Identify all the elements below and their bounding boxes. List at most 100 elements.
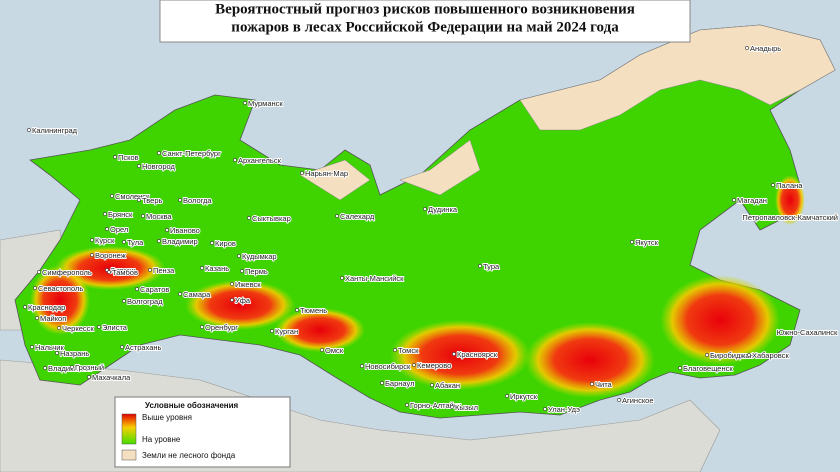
city-marker xyxy=(97,325,101,329)
city-labels: МурманскКалининградСанкт-ПетербургПсковН… xyxy=(23,43,839,415)
city-label: Якутск xyxy=(635,238,659,247)
city-label: Владимир xyxy=(162,237,198,246)
city-label: Вологда xyxy=(183,196,212,205)
city-marker xyxy=(148,268,152,272)
city-label: Магадан xyxy=(737,196,767,205)
city-marker xyxy=(90,238,94,242)
legend-swatch xyxy=(121,449,137,461)
city-label: Агинское xyxy=(622,396,654,405)
city-marker xyxy=(745,46,749,50)
city-marker xyxy=(478,264,482,268)
city-marker xyxy=(233,158,237,162)
city-marker xyxy=(137,164,141,168)
city-label: Астрахань xyxy=(125,343,162,352)
city-marker xyxy=(240,269,244,273)
city-marker xyxy=(405,403,409,407)
city-label: Курган xyxy=(275,327,298,336)
city-label: Новосибирск xyxy=(365,362,411,371)
city-marker xyxy=(320,348,324,352)
city-label: Тверь xyxy=(142,196,162,205)
city-marker xyxy=(678,366,682,370)
city-label: Москва xyxy=(146,212,172,221)
city-label: Ханты-Мансийск xyxy=(345,274,404,283)
risk-zone xyxy=(525,322,655,398)
city-label: Махачкала xyxy=(92,373,131,382)
city-marker xyxy=(705,353,709,357)
city-label: Воронеж xyxy=(95,251,126,260)
city-marker xyxy=(423,207,427,211)
city-marker xyxy=(165,228,169,232)
city-label: Сыктывкар xyxy=(252,214,291,223)
city-marker xyxy=(70,365,74,369)
city-label: Тула xyxy=(127,238,144,247)
city-label: Кемерово xyxy=(417,361,451,370)
city-label: Томск xyxy=(398,346,419,355)
city-marker xyxy=(57,326,61,330)
city-label: Палана xyxy=(776,181,803,190)
city-marker xyxy=(122,299,126,303)
city-label: Омск xyxy=(325,346,344,355)
city-label: Анадырь xyxy=(750,44,781,53)
city-marker xyxy=(178,292,182,296)
city-marker xyxy=(113,155,117,159)
city-label: Киров xyxy=(215,239,236,248)
city-label: Тура xyxy=(483,262,500,271)
legend-title: Условные обозначения xyxy=(145,401,239,410)
risk-zone xyxy=(775,175,805,225)
legend-box xyxy=(114,396,291,468)
city-marker xyxy=(295,308,299,312)
city-label: Орел xyxy=(110,225,128,234)
city-label: Пермь xyxy=(245,267,268,276)
city-label: Пенза xyxy=(153,266,175,275)
city-label: Петропавловск-Камчатский xyxy=(742,213,838,222)
city-label: Кудымкар xyxy=(242,252,277,261)
city-label: Казань xyxy=(205,264,229,273)
city-marker xyxy=(27,128,31,132)
city-label: Иваново xyxy=(170,226,200,235)
city-marker xyxy=(110,194,114,198)
city-marker xyxy=(90,253,94,257)
city-marker xyxy=(23,305,27,309)
city-label: Южно-Сахалинск xyxy=(777,328,838,337)
risk-zone xyxy=(660,275,780,365)
city-label: Барнаул xyxy=(385,379,414,388)
city-marker xyxy=(135,287,139,291)
city-marker xyxy=(793,330,797,334)
city-label: Липецк xyxy=(110,266,136,275)
city-marker xyxy=(105,227,109,231)
city-label: Краснодар xyxy=(28,303,65,312)
city-label: Черкесск xyxy=(62,324,94,333)
city-marker xyxy=(732,198,736,202)
city-marker xyxy=(247,216,251,220)
city-marker xyxy=(103,212,107,216)
city-marker xyxy=(157,151,161,155)
city-marker xyxy=(141,214,145,218)
title-line: пожаров в лесах Российской Федерации на … xyxy=(231,20,619,36)
city-marker xyxy=(120,345,124,349)
city-label: Смоленск xyxy=(115,192,150,201)
city-marker xyxy=(35,316,39,320)
city-label: Саратов xyxy=(140,285,169,294)
city-label: Благовещенск xyxy=(683,364,733,373)
city-marker xyxy=(43,366,47,370)
city-marker xyxy=(33,286,37,290)
city-label: Иркутск xyxy=(510,392,538,401)
city-marker xyxy=(412,363,416,367)
city-label: Дудинка xyxy=(428,205,458,214)
city-label: Симферополь xyxy=(42,268,92,277)
city-label: Калининград xyxy=(32,126,78,135)
city-label: Брянск xyxy=(108,210,133,219)
city-marker xyxy=(107,270,111,274)
city-marker xyxy=(393,348,397,352)
legend-gradient xyxy=(121,413,137,445)
city-marker xyxy=(178,198,182,202)
city-label: Назрань xyxy=(60,349,89,358)
city-marker xyxy=(543,407,547,411)
city-label: Абакан xyxy=(435,381,460,390)
legend-item: На уровне xyxy=(142,435,181,444)
city-label: Нарьян-Мар xyxy=(305,169,348,178)
city-marker xyxy=(360,364,364,368)
city-marker xyxy=(430,383,434,387)
